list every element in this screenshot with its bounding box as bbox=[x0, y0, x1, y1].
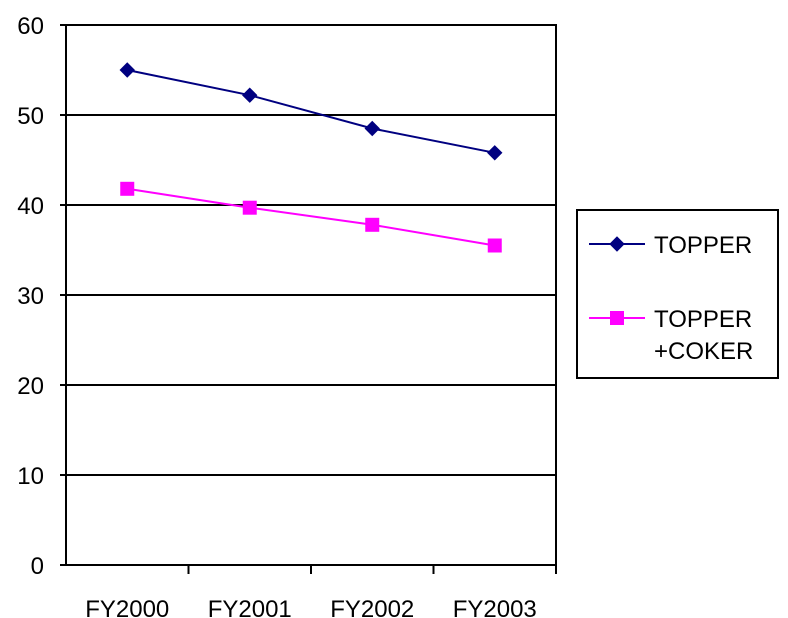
data-point-diamond bbox=[119, 62, 135, 78]
series-line bbox=[127, 187, 495, 247]
y-tick-label: 40 bbox=[17, 193, 44, 220]
data-point-square bbox=[365, 217, 380, 232]
legend-label: +COKER bbox=[654, 338, 753, 365]
data-point-diamond bbox=[242, 87, 258, 103]
legend-entry-1: TOPPER bbox=[589, 232, 752, 259]
legend-label: TOPPER bbox=[654, 306, 752, 333]
x-tick-label: FY2002 bbox=[330, 596, 414, 618]
series-1 bbox=[119, 62, 503, 161]
data-point-square bbox=[487, 238, 502, 253]
data-point-square bbox=[242, 200, 257, 215]
y-tick-label: 60 bbox=[17, 13, 44, 40]
y-tick-label: 20 bbox=[17, 373, 44, 400]
series-line bbox=[127, 69, 495, 154]
legend: TOPPER TOPPER +COKER bbox=[576, 209, 779, 379]
legend-entry-2: TOPPER +COKER bbox=[589, 306, 753, 365]
legend-marker-diamond bbox=[609, 236, 625, 252]
data-point-diamond bbox=[487, 145, 503, 161]
x-tick-label: FY2003 bbox=[453, 596, 537, 618]
y-tick-labels: 0 10 20 30 40 50 60 bbox=[17, 13, 44, 580]
y-tick-label: 0 bbox=[31, 553, 44, 580]
x-tick-label: FY2000 bbox=[85, 596, 169, 618]
gridlines bbox=[66, 114, 556, 476]
x-tick-labels: FY2000 FY2001 FY2002 FY2003 bbox=[85, 596, 537, 618]
y-tick-label: 30 bbox=[17, 283, 44, 310]
series bbox=[119, 62, 503, 253]
legend-label: TOPPER bbox=[654, 232, 752, 259]
axes bbox=[60, 24, 557, 574]
x-tick-label: FY2001 bbox=[208, 596, 292, 618]
y-tick-label: 50 bbox=[17, 103, 44, 130]
series-2 bbox=[120, 181, 502, 253]
data-point-square bbox=[120, 181, 135, 196]
data-point-diamond bbox=[364, 120, 380, 137]
legend-marker-square bbox=[610, 311, 624, 325]
y-tick-label: 10 bbox=[17, 463, 44, 490]
legend-box bbox=[576, 209, 779, 379]
